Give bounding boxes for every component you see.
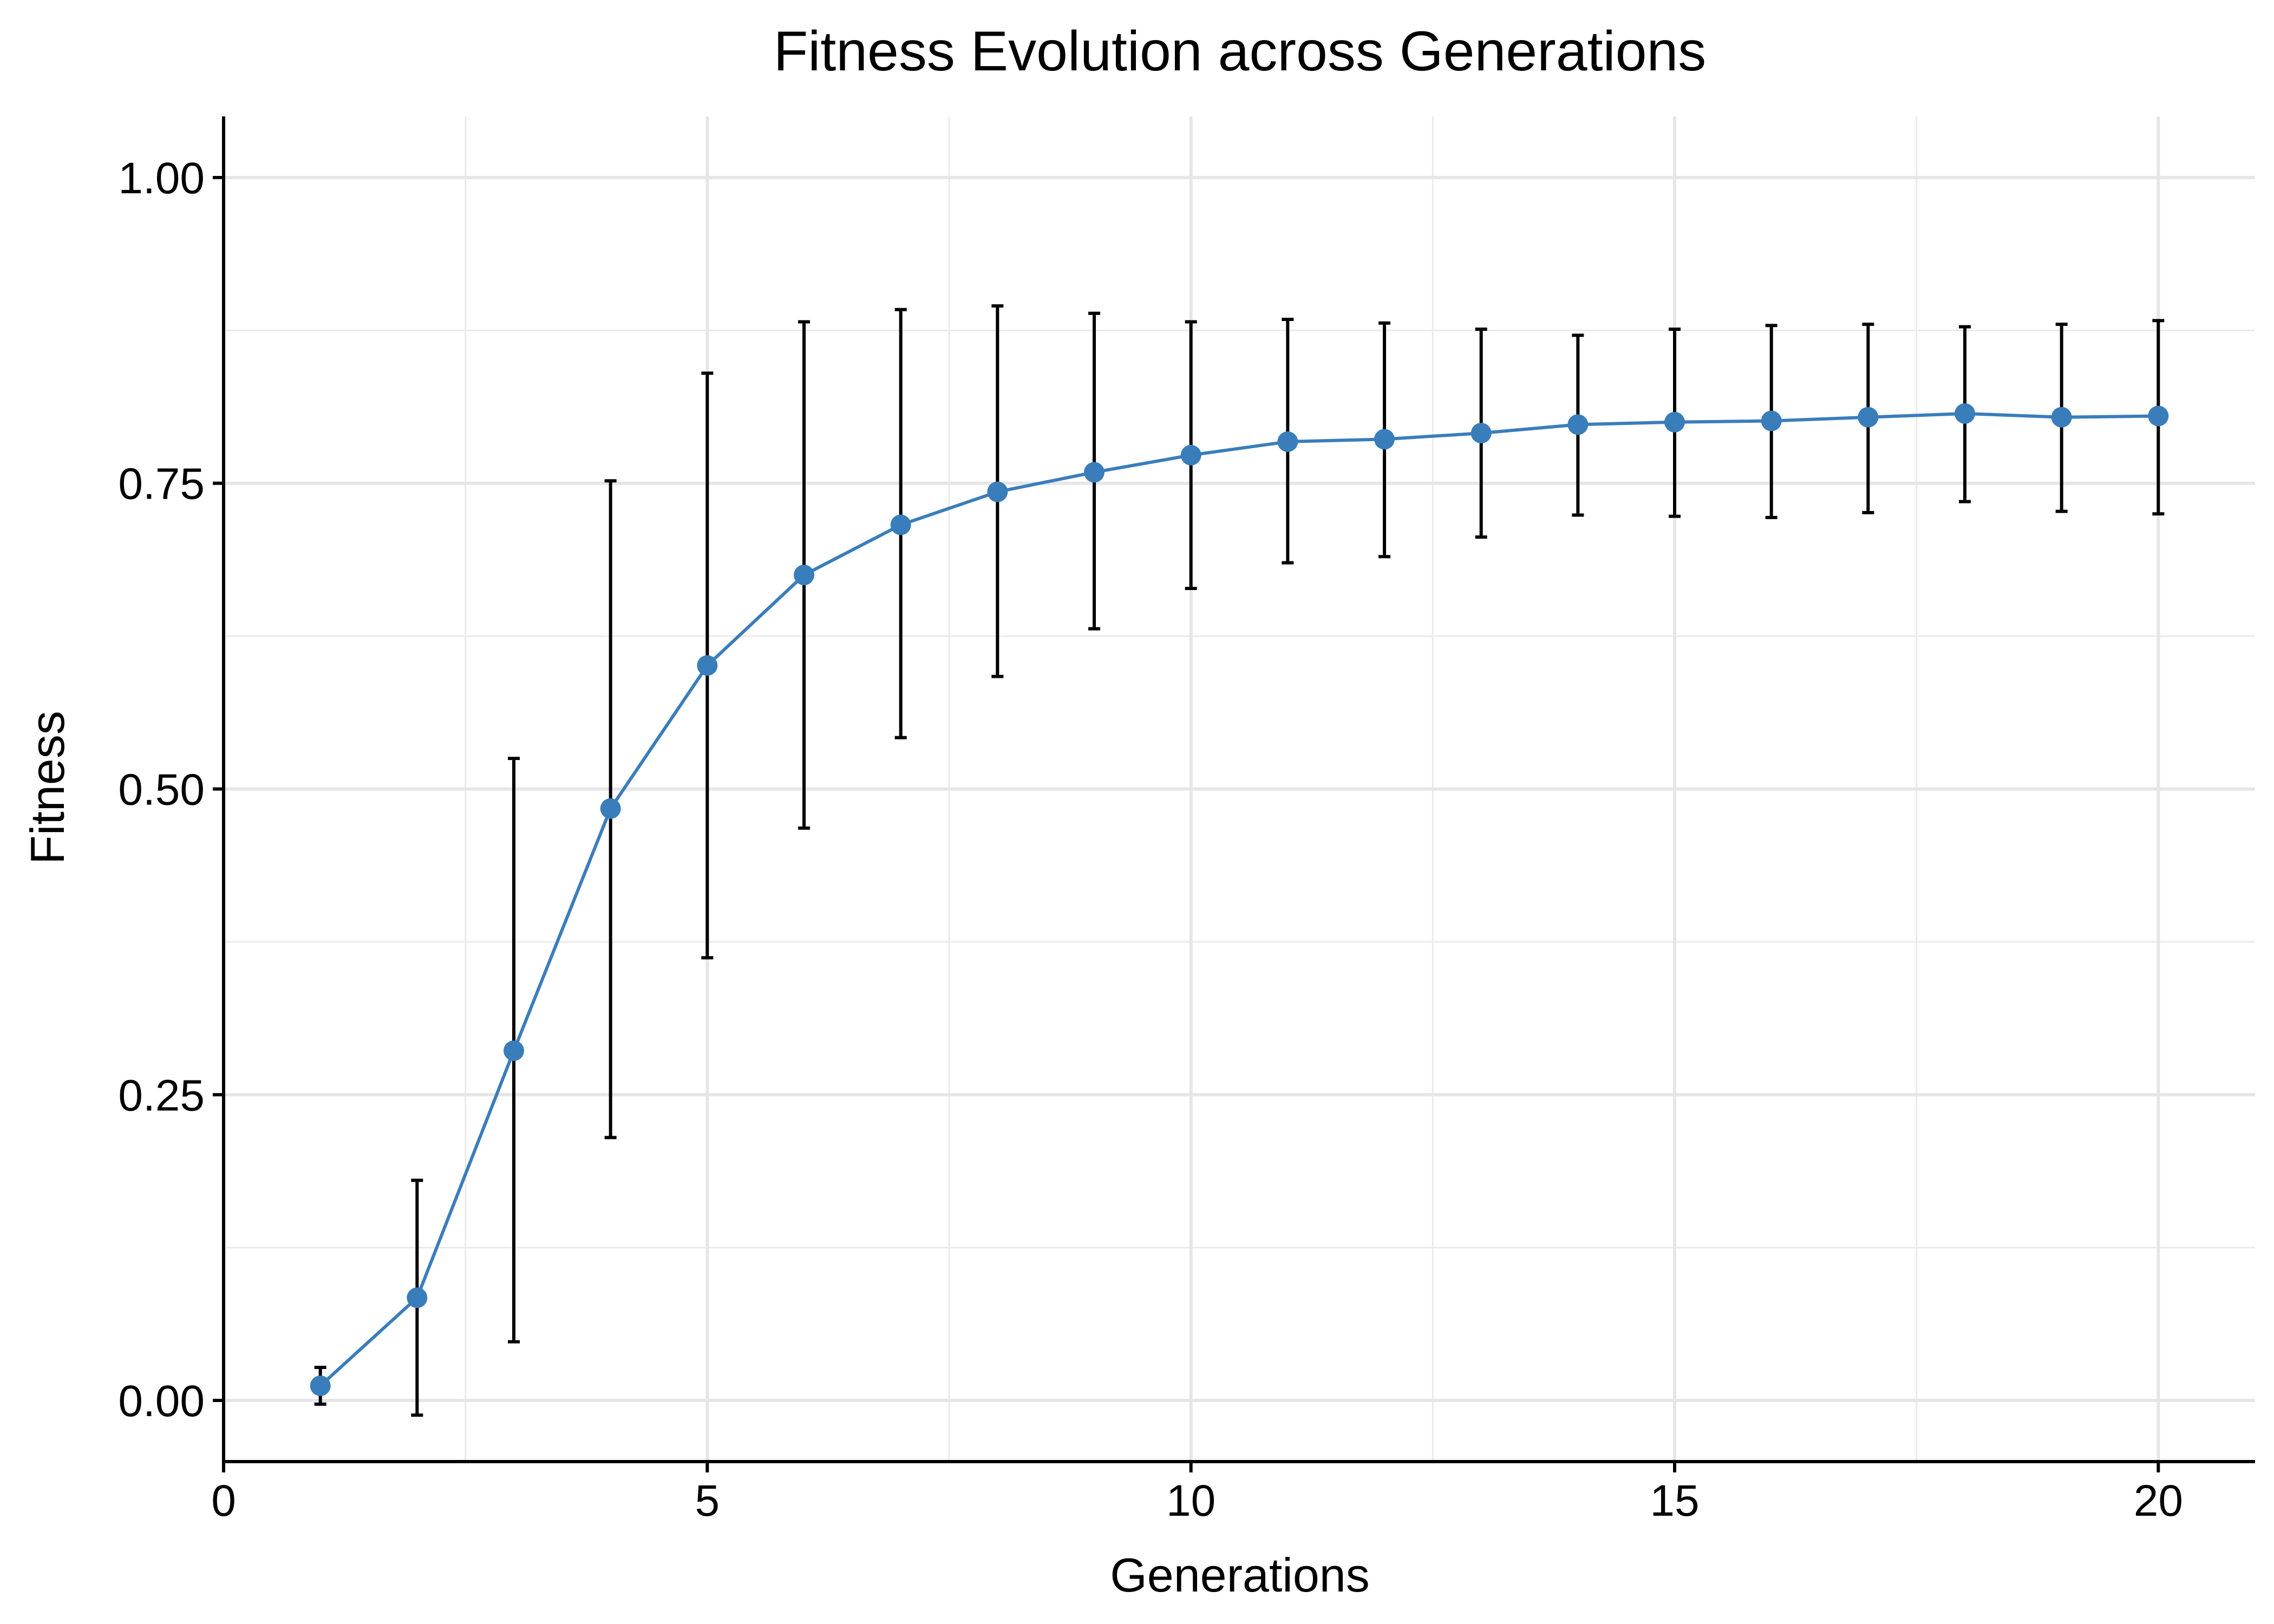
data-point [407,1287,428,1308]
y-tick-label: 0.75 [118,460,205,509]
series-line [319,411,2159,1387]
data-point [890,514,911,535]
y-tick-label: 0.50 [118,765,205,815]
x-tick-label: 10 [1166,1476,1216,1525]
data-point [504,1040,524,1061]
x-tick-label: 5 [695,1476,720,1525]
x-tick-label: 15 [1650,1476,1699,1525]
data-point [1955,403,1975,424]
data-point [1180,444,1201,466]
series-lines [319,411,2159,1387]
data-point [1471,423,1492,444]
y-axis-title: Fitness [21,711,74,865]
data-point [2051,407,2072,428]
series-points [310,403,2169,1396]
data-point [600,798,621,819]
data-point [794,565,814,586]
data-point [1277,431,1298,452]
y-tick-label: 1.00 [118,154,205,203]
chart-title: Fitness Evolution across Generations [774,20,1707,83]
x-tick-label: 20 [2134,1476,2183,1525]
data-point [1761,410,1782,431]
data-point [697,655,718,676]
data-point [1374,429,1395,450]
data-point [1858,407,1879,428]
data-point [1567,414,1589,435]
data-point [310,1375,331,1396]
x-tick-labels: 0 5 10 15 20 [211,1476,2183,1525]
data-point [987,481,1008,502]
axes [213,116,2255,1472]
data-point [2148,405,2169,427]
y-tick-labels: 0.00 0.25 0.50 0.75 1.00 [118,154,205,1426]
y-tick-label: 0.00 [118,1377,205,1426]
y-tick-label: 0.25 [118,1071,205,1120]
data-point [1664,411,1685,433]
grid-minor [224,116,2255,1462]
data-point [1084,462,1105,483]
x-axis-title: Generations [1110,1548,1369,1602]
x-tick-label: 0 [211,1476,236,1525]
